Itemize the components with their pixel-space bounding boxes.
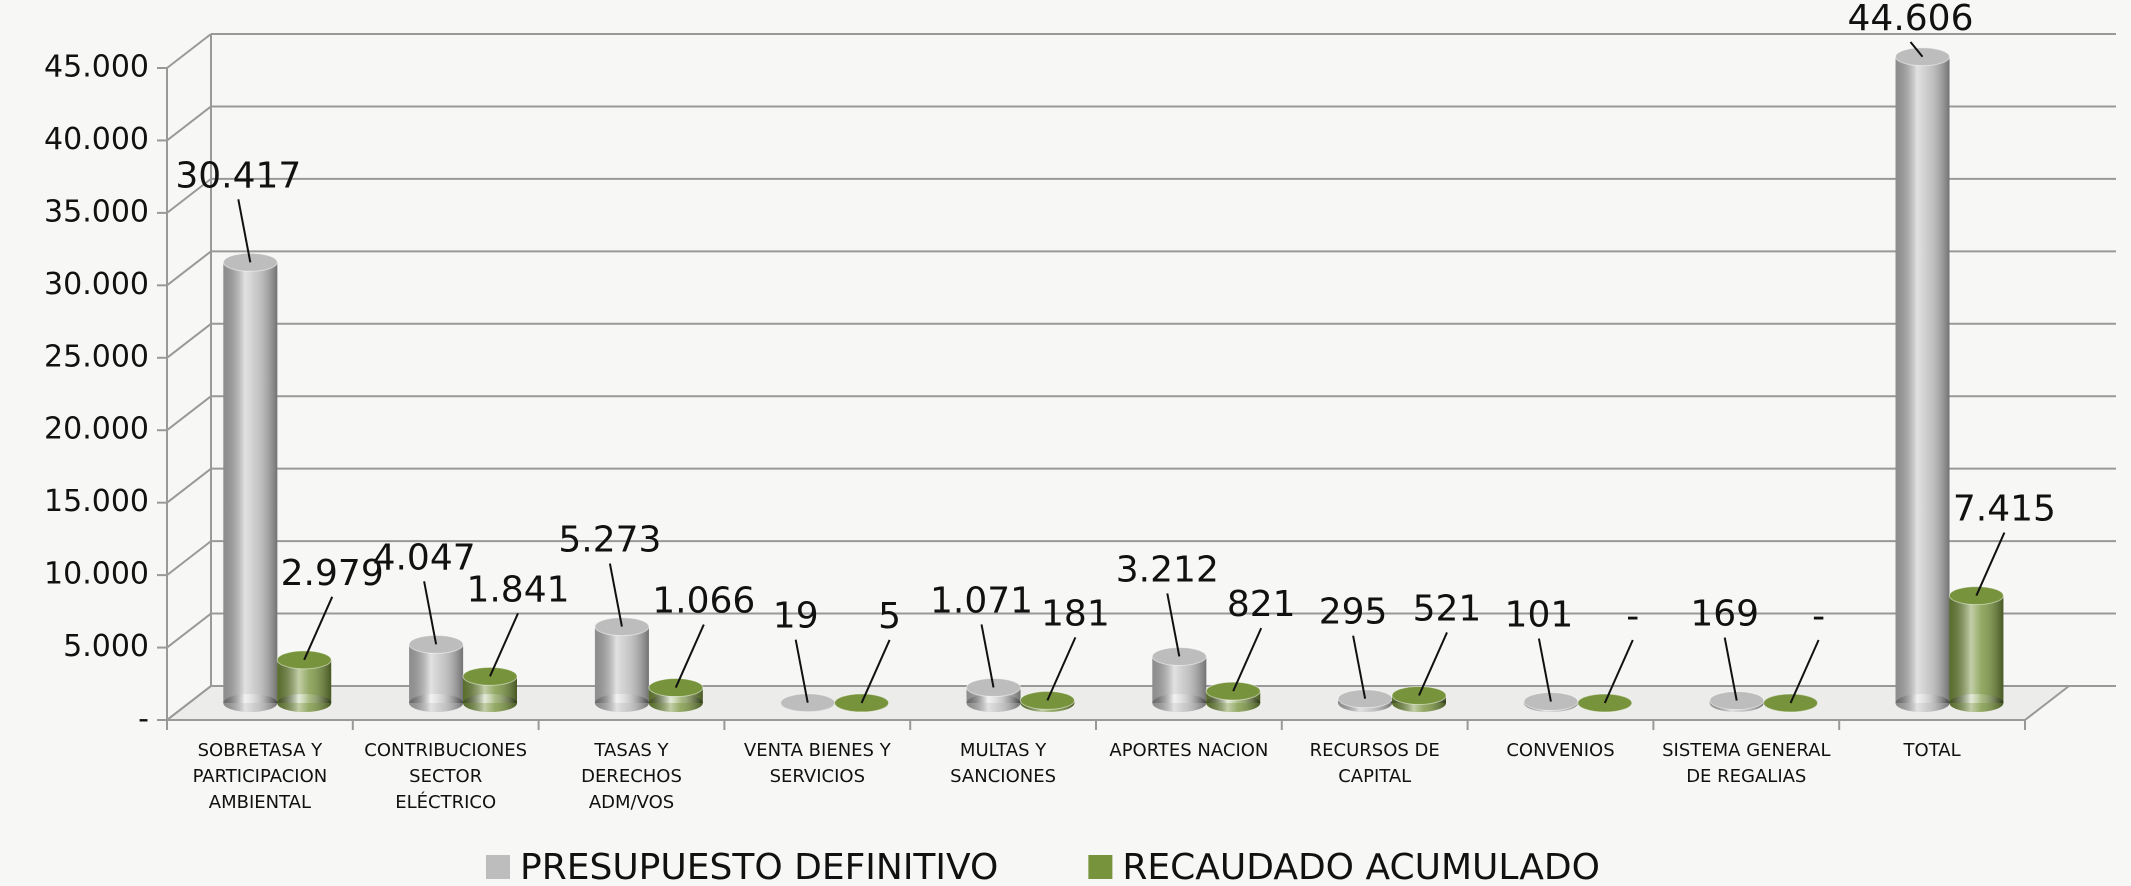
leader-line (1537, 638, 1552, 702)
y-tick-label: 5.000 (63, 629, 149, 664)
grid-side (166, 685, 212, 721)
legend-swatch (1088, 855, 1113, 879)
data-label: 1.841 (466, 569, 569, 610)
data-label: 101 (1505, 595, 1574, 636)
data-label: 181 (1041, 593, 1110, 634)
grid-side (166, 612, 212, 649)
data-label: - (1812, 596, 1825, 637)
legend-label: RECAUDADO ACUMULADO (1122, 847, 1600, 886)
data-label: 2.979 (281, 553, 384, 594)
grid-side (166, 105, 212, 142)
data-label: - (1626, 596, 1639, 637)
data-label: 5 (878, 596, 901, 637)
grid-side (166, 322, 212, 359)
leader-line (860, 639, 891, 704)
leader-line (1603, 639, 1634, 704)
y-tick-label: 40.000 (44, 122, 149, 157)
y-tick-label: 15.000 (44, 484, 149, 519)
x-tick-label: TOTAL (1903, 740, 1961, 761)
leader-line (1166, 593, 1181, 657)
y-tick-label: 30.000 (44, 267, 149, 302)
y-tick-label: 35.000 (44, 194, 149, 229)
grid-side (166, 540, 212, 576)
cylinder-shade (1895, 56, 1950, 704)
data-label: 821 (1227, 584, 1296, 625)
leader-line (1352, 635, 1367, 699)
leader-line (303, 596, 334, 661)
data-label: 30.417 (175, 155, 301, 196)
x-tick-label: SISTEMA GENERAL DE REGALIAS (1662, 740, 1831, 787)
data-label: 44.606 (1848, 0, 1974, 39)
leader-line (423, 581, 438, 645)
grid-side (166, 178, 212, 214)
data-label: 1.066 (652, 581, 755, 622)
data-label: 5.273 (558, 520, 661, 561)
grid-side (166, 250, 212, 287)
y-tick-label: 25.000 (44, 339, 149, 374)
data-label: 7.415 (1953, 489, 2056, 530)
leader-line (1232, 627, 1263, 692)
cylinder-top (462, 666, 518, 686)
x-tick-label: TASAS Y DERECHOS ADM/VOS (581, 740, 682, 813)
data-label: 19 (773, 596, 819, 637)
leader-line (1909, 41, 1924, 58)
legend-swatch (486, 855, 510, 879)
leader-line (1723, 637, 1738, 701)
cylinder-shade (223, 262, 278, 703)
y-tick-label: - (138, 702, 149, 737)
x-tick-label: CONVENIOS (1506, 740, 1615, 761)
y-tick-label: 45.000 (44, 50, 149, 85)
x-tick-label: SOBRETASA Y PARTICIPACION AMBIENTAL (192, 740, 328, 813)
data-label: 295 (1319, 592, 1388, 633)
legend-label: PRESUPUESTO DEFINITIVO (520, 847, 998, 886)
data-label: 521 (1413, 588, 1482, 629)
grid-side (166, 467, 212, 504)
leader-line (1046, 636, 1077, 701)
data-label: 3.212 (1116, 549, 1219, 590)
leader-line (489, 612, 519, 677)
grid-side (166, 33, 212, 69)
y-tick-label: 20.000 (44, 412, 149, 447)
x-tick-label: VENTA BIENES Y SERVICIOS (743, 740, 891, 787)
cylinder-shade (1949, 595, 2004, 703)
x-tick-label: RECURSOS DE CAPITAL (1309, 740, 1440, 787)
leader-line (794, 639, 809, 703)
grid-side (166, 395, 212, 432)
x-tick-label: APORTES NACION (1109, 740, 1269, 761)
data-label: 4.047 (373, 537, 476, 578)
leader-line (1418, 632, 1448, 696)
data-label: 169 (1690, 594, 1759, 635)
x-tick-label: MULTAS Y SANCIONES (950, 740, 1057, 787)
leader-line (1975, 532, 2006, 596)
data-label: 1.071 (930, 580, 1033, 621)
leader-line (1789, 639, 1820, 704)
cylinder-shade (594, 626, 649, 703)
leader-line (237, 199, 252, 263)
y-tick-label: 10.000 (44, 557, 149, 592)
leader-line (980, 624, 995, 688)
leader-line (674, 624, 705, 688)
leader-line (608, 563, 623, 627)
cylinder-shade (409, 644, 464, 703)
x-tick-label: CONTRIBUCIONES SECTOR ELÉCTRICO (364, 740, 528, 813)
